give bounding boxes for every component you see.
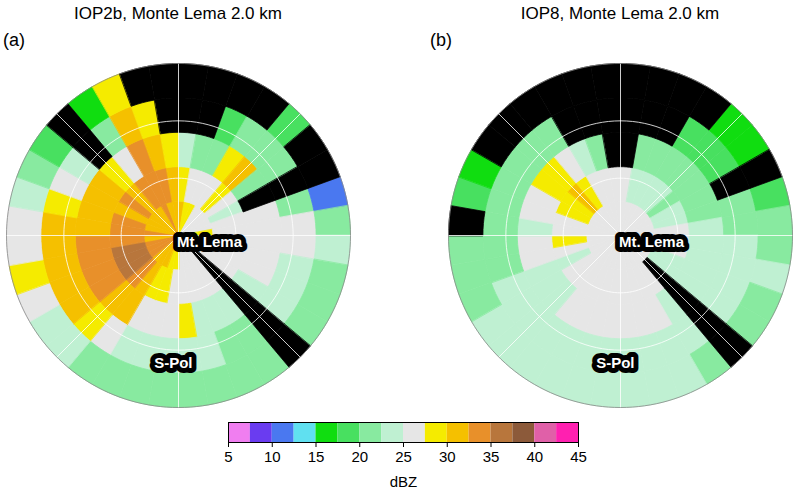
svg-text:S-Pol: S-Pol — [154, 354, 192, 371]
svg-text:dBZ: dBZ — [390, 473, 418, 490]
svg-text:35: 35 — [483, 448, 500, 465]
html-text:(b): (b) — [430, 30, 452, 50]
html-text:IOP2b, Monte Lema 2.0 km: IOP2b, Monte Lema 2.0 km — [74, 4, 282, 23]
svg-text:Mt. Lema: Mt. Lema — [619, 233, 685, 250]
svg-text:Mt. Lema: Mt. Lema — [177, 233, 243, 250]
svg-text:40: 40 — [526, 448, 543, 465]
svg-text:45: 45 — [570, 448, 587, 465]
svg-text:25: 25 — [395, 448, 412, 465]
html-text:IOP8, Monte Lema 2.0 km: IOP8, Monte Lema 2.0 km — [520, 4, 720, 23]
svg-text:30: 30 — [439, 448, 456, 465]
html-text:(a): (a) — [3, 30, 25, 50]
svg-text:S-Pol: S-Pol — [154, 354, 192, 371]
svg-text:15: 15 — [308, 448, 325, 465]
svg-text:10: 10 — [264, 448, 281, 465]
svg-text:S-Pol: S-Pol — [596, 354, 634, 371]
svg-text:Mt. Lema: Mt. Lema — [619, 233, 685, 250]
svg-text:S-Pol: S-Pol — [596, 354, 634, 371]
svg-text:5: 5 — [224, 448, 232, 465]
svg-text:20: 20 — [351, 448, 368, 465]
svg-text:Mt. Lema: Mt. Lema — [177, 233, 243, 250]
